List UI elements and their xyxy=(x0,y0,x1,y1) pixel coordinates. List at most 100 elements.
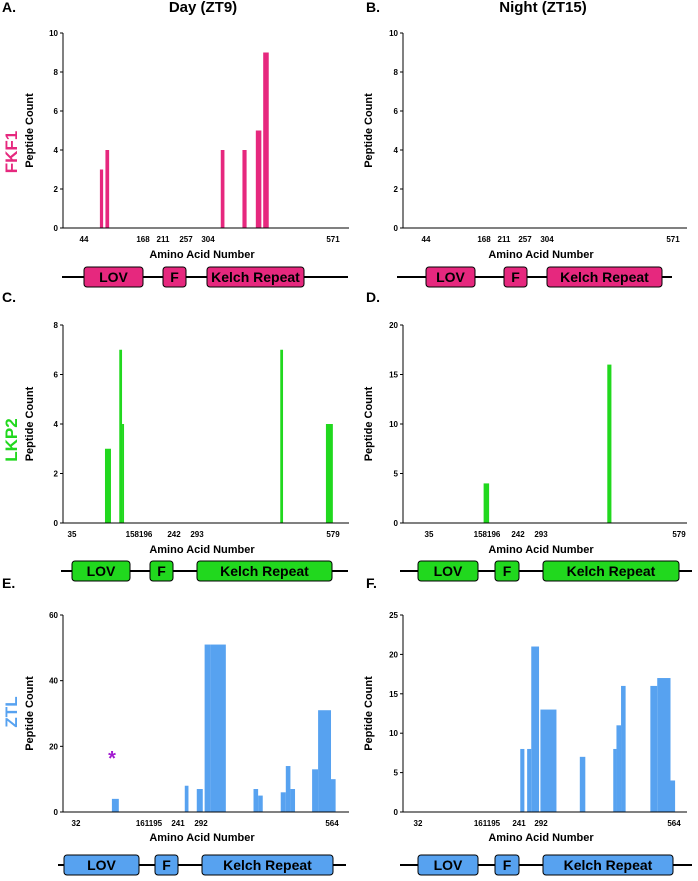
x-axis-label: Amino Acid Number xyxy=(488,544,594,556)
domain-lov-label: LOV xyxy=(87,857,116,873)
bar xyxy=(613,748,617,812)
domain-diagram: LOV F Kelch Repeat xyxy=(62,266,348,288)
bar xyxy=(290,789,296,812)
x-tick-label: 564 xyxy=(325,819,339,828)
bar xyxy=(255,130,262,228)
bar xyxy=(527,748,532,812)
x-tick-label: 44 xyxy=(422,235,431,244)
domain-lov-label: LOV xyxy=(436,269,465,285)
y-tick-label: 0 xyxy=(54,224,59,233)
chart-panel-d: D. 0 5 10 15 20 Peptide Count 35 158196 242 293 579… xyxy=(363,289,692,582)
panel-letter: E. xyxy=(2,575,15,591)
domain-f-label: F xyxy=(162,857,171,873)
y-tick-label: 10 xyxy=(389,29,398,38)
y-tick-label: 4 xyxy=(54,420,59,429)
bar xyxy=(220,150,225,228)
y-axis-label: Peptide Count xyxy=(363,676,375,751)
domain-diagram: LOV F Kelch Repeat xyxy=(400,854,692,876)
y-tick-label: 4 xyxy=(394,146,399,155)
bar xyxy=(258,795,263,812)
bar xyxy=(122,424,125,523)
x-axis-label: Amino Acid Number xyxy=(149,832,255,844)
bar xyxy=(99,169,104,228)
domain-kelch-label: Kelch Repeat xyxy=(223,857,312,873)
domain-lov-label: LOV xyxy=(434,857,463,873)
domain-diagram: LOV F Kelch Repeat xyxy=(58,854,346,876)
x-tick-label: 257 xyxy=(518,235,532,244)
domain-f-label: F xyxy=(511,269,520,285)
bar xyxy=(621,685,626,812)
x-tick-label: 32 xyxy=(414,819,423,828)
y-tick-label: 6 xyxy=(394,107,399,116)
chart-panel-c: C. 0 2 4 6 8 Peptide Count 35 158196 242 293 579 Ami… xyxy=(2,289,349,582)
bar xyxy=(105,150,110,228)
y-axis-label: Peptide Count xyxy=(24,93,36,168)
x-tick-label: 242 xyxy=(167,530,181,539)
domain-f xyxy=(503,266,528,288)
column-title-day: Day (ZT9) xyxy=(169,0,237,16)
domain-f xyxy=(494,854,520,876)
x-tick-label: 292 xyxy=(534,819,548,828)
x-tick-label: 168 xyxy=(136,235,150,244)
domain-kelch-label: Kelch Repeat xyxy=(564,857,653,873)
y-tick-label: 0 xyxy=(394,224,399,233)
domain-kelch xyxy=(206,266,305,288)
y-tick-label: 2 xyxy=(54,185,59,194)
bar xyxy=(579,756,586,812)
x-tick-label: 242 xyxy=(511,530,525,539)
x-tick-label: 161195 xyxy=(136,819,163,828)
bar xyxy=(210,644,226,812)
domain-kelch-label: Kelch Repeat xyxy=(211,269,300,285)
column-title-night: Night (ZT15) xyxy=(499,0,587,16)
domain-lov-label: LOV xyxy=(87,563,116,579)
x-tick-label: 564 xyxy=(667,819,681,828)
bar xyxy=(263,52,269,228)
panel-letter: D. xyxy=(366,289,380,305)
bar xyxy=(531,646,540,812)
domain-kelch-label: Kelch Repeat xyxy=(220,563,309,579)
y-tick-label: 20 xyxy=(389,321,398,330)
y-tick-label: 0 xyxy=(394,808,399,817)
domain-f xyxy=(494,560,520,582)
y-axis-label: Peptide Count xyxy=(24,676,36,751)
x-tick-label: 32 xyxy=(72,819,81,828)
bar xyxy=(607,364,612,523)
domain-kelch-label: Kelch Repeat xyxy=(567,563,656,579)
domain-diagram: LOV F Kelch Repeat xyxy=(61,560,348,582)
y-tick-label: 4 xyxy=(54,146,59,155)
x-tick-label: 304 xyxy=(540,235,554,244)
panel-letter: C. xyxy=(2,289,16,305)
y-tick-label: 10 xyxy=(389,420,398,429)
x-tick-label: 257 xyxy=(179,235,193,244)
chart-panel-e: E. 0 20 40 60 Peptide Count 32 161195 241 292 564 A… xyxy=(2,575,349,876)
x-tick-label: 571 xyxy=(326,235,340,244)
domain-kelch-label: Kelch Repeat xyxy=(560,269,649,285)
domain-diagram: LOV F Kelch Repeat xyxy=(397,266,672,288)
y-tick-label: 2 xyxy=(394,185,399,194)
y-tick-label: 8 xyxy=(54,68,59,77)
bar xyxy=(104,448,111,523)
domain-diagram: LOV F Kelch Repeat xyxy=(400,560,692,582)
domain-lov xyxy=(63,854,140,876)
x-axis-label: Amino Acid Number xyxy=(149,249,255,261)
protein-label-fkf1: FKF1 xyxy=(2,131,21,174)
y-tick-label: 2 xyxy=(54,470,59,479)
y-tick-label: 8 xyxy=(54,321,59,330)
bar xyxy=(657,678,671,812)
bar xyxy=(204,644,211,812)
y-axis-label: Peptide Count xyxy=(363,386,375,461)
x-axis-label: Amino Acid Number xyxy=(488,832,594,844)
y-tick-label: 60 xyxy=(49,611,58,620)
y-axis-label: Peptide Count xyxy=(24,386,36,461)
x-tick-label: 571 xyxy=(666,235,680,244)
bar xyxy=(650,685,658,812)
y-tick-label: 5 xyxy=(394,470,399,479)
bar xyxy=(540,709,557,812)
x-tick-label: 35 xyxy=(68,530,77,539)
domain-f xyxy=(162,266,187,288)
y-tick-label: 15 xyxy=(389,371,398,380)
panel-letter: B. xyxy=(366,0,380,15)
x-tick-label: 292 xyxy=(194,819,208,828)
domain-lov xyxy=(417,560,479,582)
y-tick-label: 6 xyxy=(54,107,59,116)
